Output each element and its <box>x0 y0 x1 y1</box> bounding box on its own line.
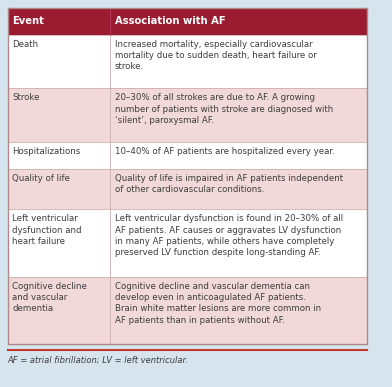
Text: Increased mortality, especially cardiovascular
mortality due to sudden death, he: Increased mortality, especially cardiova… <box>115 39 317 72</box>
Bar <box>7 209 367 277</box>
Text: Quality of life: Quality of life <box>13 174 70 183</box>
Text: Association with AF: Association with AF <box>115 16 225 26</box>
Text: Cognitive decline
and vascular
dementia: Cognitive decline and vascular dementia <box>13 281 87 313</box>
Text: Hospitalizations: Hospitalizations <box>13 147 81 156</box>
Text: Cognitive decline and vascular dementia can
develop even in anticoagulated AF pa: Cognitive decline and vascular dementia … <box>115 281 321 325</box>
Bar <box>7 142 367 169</box>
Text: 10–40% of AF patients are hospitalized every year.: 10–40% of AF patients are hospitalized e… <box>115 147 334 156</box>
Bar <box>7 8 367 344</box>
Text: 20–30% of all strokes are due to AF. A growing
number of patients with stroke ar: 20–30% of all strokes are due to AF. A g… <box>115 93 333 125</box>
Bar <box>7 8 367 34</box>
Text: Quality of life is impaired in AF patients independent
of other cardiovascular c: Quality of life is impaired in AF patien… <box>115 174 343 194</box>
Text: Event: Event <box>13 16 44 26</box>
Text: AF = atrial fibrillation; LV = left ventricular.: AF = atrial fibrillation; LV = left vent… <box>7 356 189 365</box>
Text: Left ventricular
dysfunction and
heart failure: Left ventricular dysfunction and heart f… <box>13 214 82 246</box>
Bar <box>7 277 367 344</box>
Bar <box>7 89 367 142</box>
Bar <box>7 169 367 209</box>
Bar <box>7 34 367 89</box>
Text: Left ventricular dysfunction is found in 20–30% of all
AF patients. AF causes or: Left ventricular dysfunction is found in… <box>115 214 343 257</box>
Text: Stroke: Stroke <box>13 93 40 103</box>
Text: Death: Death <box>13 39 38 49</box>
